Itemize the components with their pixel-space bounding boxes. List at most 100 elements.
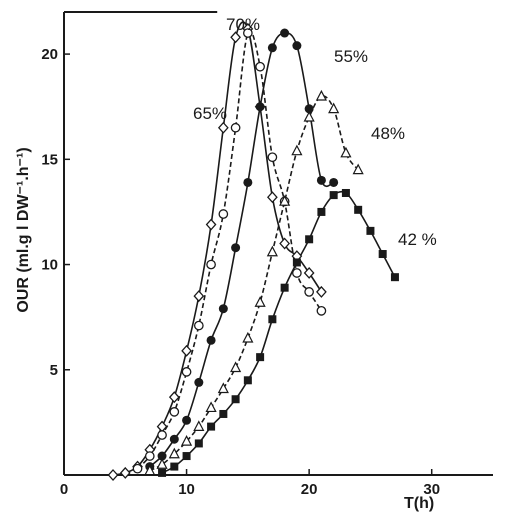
data-point-48pct	[193, 420, 205, 431]
curve-label-70pct: 70%	[226, 15, 260, 34]
data-point-70pct	[230, 31, 241, 44]
data-point-70pct	[316, 285, 327, 298]
data-point-70pct	[193, 290, 205, 303]
data-point-42pct	[317, 207, 326, 216]
y-tick-label: 10	[41, 257, 58, 274]
data-point-65pct	[157, 430, 167, 440]
series-line-70pct	[112, 21, 323, 476]
data-point-55pct	[316, 175, 326, 185]
data-point-70pct	[181, 344, 192, 357]
data-point-42pct	[158, 468, 167, 477]
y-tick-label: 20	[41, 46, 58, 63]
data-point-70pct	[266, 191, 278, 204]
data-point-55pct	[194, 377, 204, 387]
data-point-42pct	[341, 188, 350, 197]
y-axis-label: OUR (ml.g l DW⁻¹.h⁻¹)	[15, 147, 32, 312]
data-point-48pct	[340, 146, 352, 158]
data-point-70pct	[303, 266, 315, 279]
data-point-65pct	[316, 305, 327, 316]
data-point-55pct	[280, 28, 290, 38]
curve-label-55pct: 55%	[334, 47, 368, 66]
data-point-42pct	[182, 452, 191, 461]
data-point-48pct	[254, 296, 266, 307]
data-point-70pct	[168, 391, 180, 404]
data-point-55pct	[267, 43, 277, 53]
data-point-48pct	[144, 464, 156, 476]
data-point-42pct	[390, 273, 399, 282]
x-tick-label: 30	[423, 481, 440, 498]
data-point-55pct	[206, 335, 216, 345]
data-point-42pct	[329, 191, 338, 200]
data-point-42pct	[231, 395, 240, 404]
data-point-42pct	[305, 235, 314, 244]
data-point-48pct	[205, 401, 217, 413]
data-point-48pct	[168, 447, 180, 459]
data-point-48pct	[352, 163, 364, 175]
curve-label-48pct: 48%	[371, 124, 405, 143]
x-tick-label: 20	[301, 481, 318, 498]
plot-frame	[63, 11, 493, 476]
data-point-55pct	[182, 415, 192, 425]
markers	[107, 22, 399, 481]
data-point-42pct	[219, 409, 228, 418]
data-point-48pct	[230, 361, 242, 373]
data-point-55pct	[157, 451, 167, 461]
data-point-65pct	[292, 268, 302, 278]
data-point-65pct	[218, 209, 229, 219]
data-point-70pct	[279, 237, 291, 250]
y-ticks: 5 10 15 20	[41, 46, 70, 379]
data-point-42pct	[256, 353, 265, 362]
data-point-42pct	[378, 250, 387, 259]
data-point-42pct	[354, 205, 363, 214]
data-point-65pct	[193, 320, 204, 331]
data-point-48pct	[291, 144, 303, 156]
data-point-55pct	[231, 243, 241, 253]
data-point-48pct	[266, 245, 278, 257]
data-point-65pct	[181, 367, 192, 377]
data-point-65pct	[230, 122, 241, 133]
curves	[112, 21, 396, 476]
data-point-65pct	[144, 451, 155, 461]
data-point-70pct	[107, 469, 119, 481]
data-point-42pct	[366, 226, 375, 235]
data-point-65pct	[304, 287, 314, 297]
data-point-55pct	[292, 41, 302, 51]
data-point-55pct	[243, 177, 253, 187]
data-point-42pct	[207, 422, 216, 431]
data-point-55pct	[329, 177, 339, 187]
data-point-48pct	[279, 195, 291, 206]
data-point-65pct	[255, 61, 265, 72]
data-point-55pct	[218, 304, 228, 314]
data-point-48pct	[156, 458, 168, 469]
x-tick-label: 10	[178, 481, 195, 498]
data-point-48pct	[217, 382, 229, 394]
data-point-65pct	[267, 152, 278, 163]
data-point-48pct	[315, 89, 327, 101]
data-point-42pct	[268, 315, 277, 324]
data-point-55pct	[169, 434, 179, 444]
data-point-42pct	[243, 376, 252, 385]
data-point-55pct	[304, 104, 314, 114]
y-tick-label: 5	[50, 362, 58, 379]
x-axis-label: T(h)	[404, 495, 434, 512]
data-point-48pct	[242, 331, 254, 343]
data-point-42pct	[170, 462, 179, 471]
data-point-65pct	[206, 259, 216, 270]
data-point-65pct	[132, 463, 143, 474]
data-point-48pct	[328, 102, 340, 114]
series-line-65pct	[136, 29, 323, 470]
data-point-42pct	[280, 283, 289, 292]
x-tick-label: 0	[60, 481, 68, 498]
data-point-48pct	[303, 110, 315, 122]
data-point-48pct	[180, 435, 193, 446]
data-point-65pct	[169, 407, 180, 417]
curve-label-42pct: 42 %	[398, 230, 437, 249]
x-ticks: 0 10 20 30	[60, 469, 440, 498]
data-point-70pct	[119, 466, 131, 479]
data-point-70pct	[205, 218, 217, 231]
data-point-42pct	[194, 439, 203, 448]
curve-labels: 70% 65% 55% 48% 42 %	[193, 15, 437, 249]
data-point-55pct	[255, 102, 265, 112]
series-line-55pct	[149, 32, 334, 468]
